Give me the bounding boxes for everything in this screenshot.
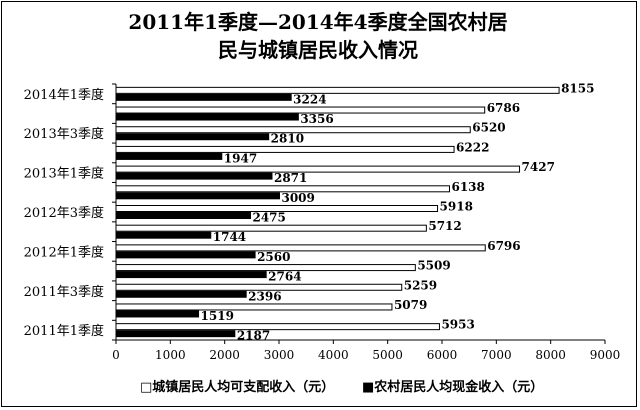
x-tick-label: 9000	[590, 348, 621, 362]
category-label: 2013年1季度	[24, 166, 104, 182]
bar-rural	[115, 93, 292, 101]
x-tick-label: 3000	[264, 348, 295, 362]
bar-urban	[115, 145, 455, 153]
bar-urban	[115, 283, 403, 291]
bar-rural	[115, 192, 280, 200]
bar-urban	[115, 303, 393, 311]
data-label-urban: 6138	[451, 180, 484, 194]
category-label: 2013年3季度	[24, 126, 104, 142]
bar-urban	[115, 205, 439, 212]
data-label-rural: 2810	[271, 132, 304, 146]
category-label: 2012年1季度	[24, 244, 104, 260]
x-tick-label: 4000	[318, 348, 349, 362]
category-label: 2011年3季度	[24, 284, 104, 300]
bar-rural	[115, 290, 247, 298]
bar-urban	[115, 86, 560, 94]
data-label-rural: 2871	[274, 171, 307, 185]
bar-urban	[115, 185, 450, 193]
bar-rural	[115, 330, 236, 338]
data-label-rural: 2396	[248, 289, 281, 303]
bar-urban	[115, 165, 521, 173]
x-tick-label: 1000	[155, 348, 186, 362]
legend-rural: ■农村居民人均现金收入（元）	[362, 379, 543, 395]
category-label: 2014年1季度	[24, 87, 104, 103]
bar-rural	[115, 271, 267, 279]
data-label-rural: 3224	[293, 92, 326, 106]
bar-urban	[115, 323, 440, 331]
bar-urban	[115, 264, 416, 272]
legend: □城镇居民人均可支配收入（元） ■农村居民人均现金收入（元）	[140, 379, 543, 395]
bar-rural	[115, 231, 212, 239]
bar-rural	[115, 133, 270, 141]
category-label: 2011年1季度	[24, 323, 104, 339]
bar-urban	[115, 126, 471, 134]
data-label-urban: 7427	[522, 160, 555, 174]
data-label-rural: 1744	[213, 230, 246, 244]
data-label-urban: 5509	[417, 259, 450, 273]
data-label-rural: 2475	[252, 211, 285, 225]
data-label-rural: 1947	[224, 151, 257, 165]
x-tick-label: 0	[112, 348, 120, 362]
bar-rural	[115, 152, 223, 160]
bar-rural	[115, 113, 299, 121]
data-label-rural: 1519	[201, 309, 234, 323]
bar-urban	[115, 244, 486, 252]
chart-title-line-2: 民与城镇居民收入情况	[218, 38, 418, 62]
bar-rural	[115, 251, 256, 259]
plot-area: 0 1000 2000 3000 4000 5000 6000 7000 8000 9000 201…	[24, 81, 621, 362]
data-label-rural: 3009	[281, 191, 314, 205]
data-label-rural: 2764	[268, 270, 301, 284]
chart-title: 2011年1季度—2014年4季度全国农村居 民与城镇居民收入情况	[0, 8, 636, 64]
x-tick-label: 7000	[481, 348, 512, 362]
data-label-rural: 3356	[300, 112, 333, 126]
data-label-urban: 5259	[404, 278, 437, 292]
bar-rural	[115, 310, 200, 318]
chart-title-line-1: 2011年1季度—2014年4季度全国农村居	[128, 10, 508, 34]
bar-rural	[115, 212, 251, 219]
data-label-rural: 2560	[257, 250, 290, 264]
x-tick-label: 6000	[427, 348, 458, 362]
data-label-urban: 5079	[394, 298, 427, 312]
x-tick-label: 8000	[535, 348, 566, 362]
x-tick-label: 5000	[372, 348, 403, 362]
data-label-rural: 2187	[237, 329, 270, 343]
data-label-urban: 6796	[487, 239, 520, 253]
data-label-urban: 6786	[487, 101, 520, 115]
legend-urban: □城镇居民人均可支配收入（元）	[140, 379, 334, 395]
data-label-urban: 6520	[472, 121, 505, 135]
bar-rural	[115, 172, 273, 180]
category-label: 2012年3季度	[24, 205, 104, 221]
data-label-urban: 6222	[456, 140, 489, 154]
x-tick-label: 2000	[209, 348, 240, 362]
data-label-urban: 5953	[441, 318, 474, 332]
data-label-urban: 8155	[561, 81, 594, 95]
data-label-urban: 5712	[428, 219, 461, 233]
bar-urban	[115, 106, 486, 114]
data-label-urban: 5918	[440, 200, 473, 214]
bar-urban	[115, 224, 427, 232]
